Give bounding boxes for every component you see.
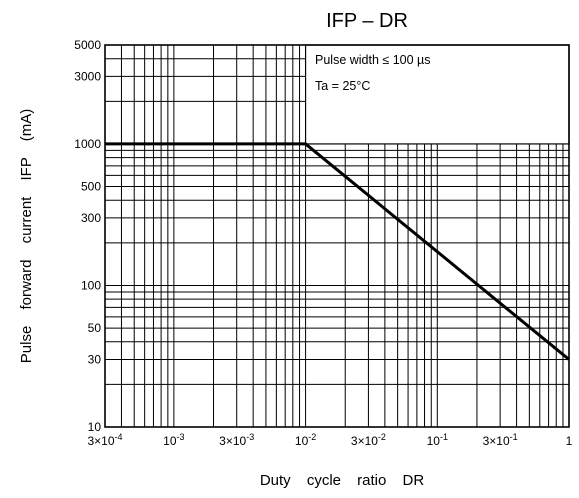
x-tick-label: 3×10-4: [87, 432, 122, 448]
annotation-pulse-width: Pulse width ≤ 100 µs: [315, 53, 431, 67]
y-tick-label: 3000: [74, 69, 101, 83]
x-tick-label: 10-2: [295, 432, 316, 448]
y-tick-label: 30: [88, 352, 102, 366]
y-tick-label: 500: [81, 180, 101, 194]
x-tick-label: 3×10-3: [219, 432, 254, 448]
plot-frame: [104, 44, 570, 428]
y-tick-label: 50: [88, 321, 102, 335]
annotation-temperature: Ta = 25°C: [315, 79, 370, 93]
x-tick-label: 1: [566, 434, 573, 448]
x-axis-label: Duty cycle ratio DR: [260, 472, 425, 489]
series-group: [105, 142, 570, 361]
y-tick-label: 10: [88, 420, 102, 434]
x-tick-label: 3×10-2: [351, 432, 386, 448]
y-tick-labels: 10 30 50 100 300 500 1000 3000 5000: [74, 38, 101, 434]
y-tick-label: 300: [81, 211, 101, 225]
x-tick-labels: 3×10-4 10-3 3×10-3 10-2 3×10-2 10-1 3×10-1 1: [87, 432, 572, 448]
y-axis-label: Pulse forward current IFP (mA): [18, 109, 35, 363]
y-tick-label: 100: [81, 278, 101, 292]
x-tick-label: 10-1: [427, 432, 448, 448]
y-tick-label: 5000: [74, 38, 101, 52]
x-tick-label: 3×10-1: [483, 432, 518, 448]
annotation-box: [304, 44, 570, 145]
x-tick-label: 10-3: [163, 432, 184, 448]
ifp-dr-curve: [105, 142, 570, 361]
y-tick-label: 1000: [74, 137, 101, 151]
chart-title: IFP – DR: [326, 10, 408, 32]
